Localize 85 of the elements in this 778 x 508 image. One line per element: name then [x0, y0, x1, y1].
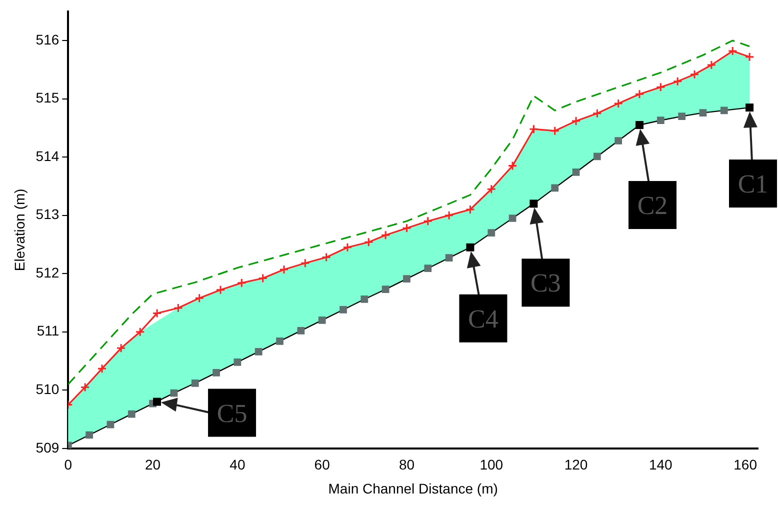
x-tick-label: 60 [314, 456, 330, 473]
point [194, 293, 204, 303]
point [279, 264, 289, 274]
point [300, 258, 310, 268]
x-tick-label: 140 [648, 456, 673, 473]
point [465, 204, 475, 214]
point [445, 254, 453, 262]
point [152, 308, 162, 318]
x-tick-label: 0 [64, 456, 72, 473]
point [551, 184, 559, 192]
point [593, 152, 601, 160]
point [508, 161, 518, 171]
point [191, 379, 199, 387]
x-tick-label: 40 [230, 456, 246, 473]
point [728, 46, 738, 56]
point [80, 382, 90, 392]
point [571, 116, 581, 126]
point [720, 106, 728, 114]
annotation: C1 [738, 170, 768, 199]
point [528, 124, 538, 134]
x-tick-label: 100 [480, 456, 504, 473]
point [318, 316, 326, 324]
x-axis-title: Main Channel Distance (m) [328, 480, 498, 496]
point [744, 52, 754, 62]
point [297, 327, 305, 334]
point [322, 252, 332, 262]
y-tick-label: 515 [36, 90, 60, 106]
point [592, 108, 602, 118]
point [364, 237, 374, 247]
point [360, 296, 368, 303]
point [423, 216, 433, 226]
point [234, 358, 242, 366]
point [236, 278, 246, 288]
point [258, 274, 268, 284]
point [128, 410, 136, 418]
point [508, 214, 516, 222]
point [656, 116, 664, 124]
point [486, 184, 496, 194]
annotation: C5 [216, 398, 248, 428]
point [116, 343, 126, 353]
point [634, 89, 644, 99]
point [402, 223, 412, 233]
point [572, 168, 580, 176]
point [699, 109, 707, 116]
y-tick-label: 514 [36, 148, 60, 164]
point [672, 76, 682, 86]
point [212, 368, 220, 376]
point [173, 303, 183, 313]
y-tick-label: 510 [36, 380, 60, 397]
point [135, 327, 145, 337]
x-tick-label: 80 [398, 456, 415, 473]
point [86, 431, 93, 439]
point [614, 98, 624, 108]
point [656, 82, 666, 92]
point [403, 275, 410, 283]
y-tick-label: 509 [36, 439, 60, 456]
x-tick-label: 120 [564, 456, 588, 473]
y-axis-title: Elevation (m) [11, 188, 28, 272]
annotation: C4 [468, 304, 498, 334]
point [550, 126, 560, 136]
point [444, 210, 454, 220]
annotation: C2 [637, 191, 668, 220]
point [678, 112, 686, 120]
point [690, 70, 700, 80]
point [706, 60, 716, 70]
point [97, 364, 107, 374]
point [276, 338, 284, 345]
point [342, 242, 352, 252]
x-tick-label: 160 [734, 456, 758, 473]
y-tick-label: 516 [36, 31, 60, 48]
x-tick-label: 20 [145, 456, 161, 473]
point [380, 230, 390, 240]
point [254, 348, 262, 356]
point [340, 306, 347, 314]
y-tick-label: 511 [36, 322, 60, 339]
point [382, 286, 390, 294]
point [424, 264, 432, 272]
point [170, 389, 178, 397]
point [614, 137, 622, 144]
annotation: C3 [530, 268, 561, 298]
point [106, 420, 114, 428]
y-tick-label: 513 [36, 206, 60, 222]
point [216, 285, 226, 295]
point [488, 229, 496, 236]
y-tick-label: 512 [36, 264, 60, 280]
